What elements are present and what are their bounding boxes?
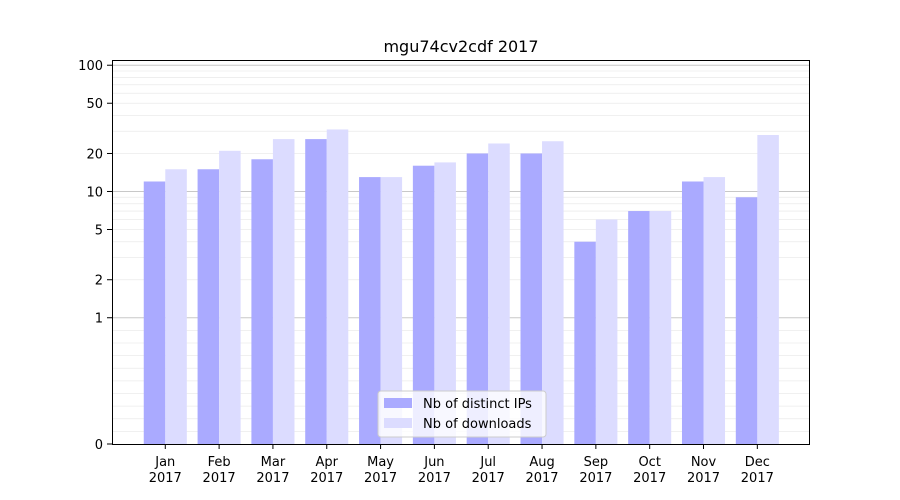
legend-label: Nb of downloads xyxy=(423,417,532,432)
x-tick-label: Nov xyxy=(691,455,717,470)
x-tick-label: Sep xyxy=(584,455,609,470)
legend-swatch xyxy=(384,398,412,408)
x-tick-label-year: 2017 xyxy=(149,471,182,486)
x-tick-label-year: 2017 xyxy=(364,471,397,486)
x-tick-label-year: 2017 xyxy=(256,471,289,486)
y-tick-label: 10 xyxy=(86,185,103,200)
x-tick-label: May xyxy=(367,455,394,470)
bar xyxy=(520,153,543,444)
bar xyxy=(251,159,273,445)
bar xyxy=(703,177,726,445)
y-tick-label: 0 xyxy=(95,438,103,453)
bar xyxy=(649,211,672,444)
x-tick-label-year: 2017 xyxy=(203,471,236,486)
x-tick-label-year: 2017 xyxy=(687,471,720,486)
y-axis: 0 1 2 5 10 20 50 100 xyxy=(78,59,112,453)
bar xyxy=(542,141,564,444)
bar xyxy=(488,143,510,444)
bar xyxy=(574,241,596,444)
x-tick-label-year: 2017 xyxy=(525,471,558,486)
y-tick-label: 1 xyxy=(95,312,103,327)
plot-frame xyxy=(112,60,810,445)
bar xyxy=(434,162,456,444)
bar xyxy=(272,139,295,444)
y-tick-label: 50 xyxy=(86,97,103,112)
bar xyxy=(628,211,650,444)
x-tick-label-year: 2017 xyxy=(741,471,774,486)
bar xyxy=(165,169,187,444)
x-tick-label: Jul xyxy=(479,455,496,470)
bar xyxy=(380,177,403,445)
bar xyxy=(735,197,758,444)
x-tick-label-year: 2017 xyxy=(472,471,505,486)
x-tick-label-year: 2017 xyxy=(310,471,343,486)
bar xyxy=(412,165,435,444)
x-tick-label: Jan xyxy=(154,455,175,470)
y-tick-label: 2 xyxy=(95,274,103,289)
bar xyxy=(219,150,241,444)
bar xyxy=(757,135,779,444)
x-tick-label: Jun xyxy=(423,455,444,470)
x-tick-label-year: 2017 xyxy=(579,471,612,486)
y-tick-label: 5 xyxy=(95,223,103,238)
x-tick-label: Aug xyxy=(529,455,554,470)
bar xyxy=(197,169,220,444)
x-tick-label: Apr xyxy=(316,455,339,470)
x-tick-label: Feb xyxy=(208,455,231,470)
y-tick-label: 20 xyxy=(86,147,103,162)
bar xyxy=(359,177,381,445)
bar xyxy=(326,129,349,444)
bar xyxy=(305,139,327,444)
bar xyxy=(681,181,704,444)
x-tick-label-year: 2017 xyxy=(633,471,666,486)
bars xyxy=(143,129,779,445)
x-tick-label: Oct xyxy=(638,455,660,470)
legend-label: Nb of distinct IPs xyxy=(423,397,532,412)
chart-title: mgu74cv2cdf 2017 xyxy=(383,37,538,56)
legend-swatch xyxy=(384,418,412,428)
x-tick-label-year: 2017 xyxy=(418,471,451,486)
x-axis: Jan2017Feb2017Mar2017Apr2017May2017Jun20… xyxy=(149,444,774,486)
x-tick-label: Mar xyxy=(261,455,286,470)
x-tick-label: Dec xyxy=(745,455,770,470)
legend-box xyxy=(377,390,547,438)
bar xyxy=(143,181,166,444)
bar xyxy=(466,153,489,444)
bar xyxy=(595,219,618,444)
y-tick-label: 100 xyxy=(78,59,103,74)
legend: Nb of distinct IPs Nb of downloads xyxy=(377,390,547,438)
